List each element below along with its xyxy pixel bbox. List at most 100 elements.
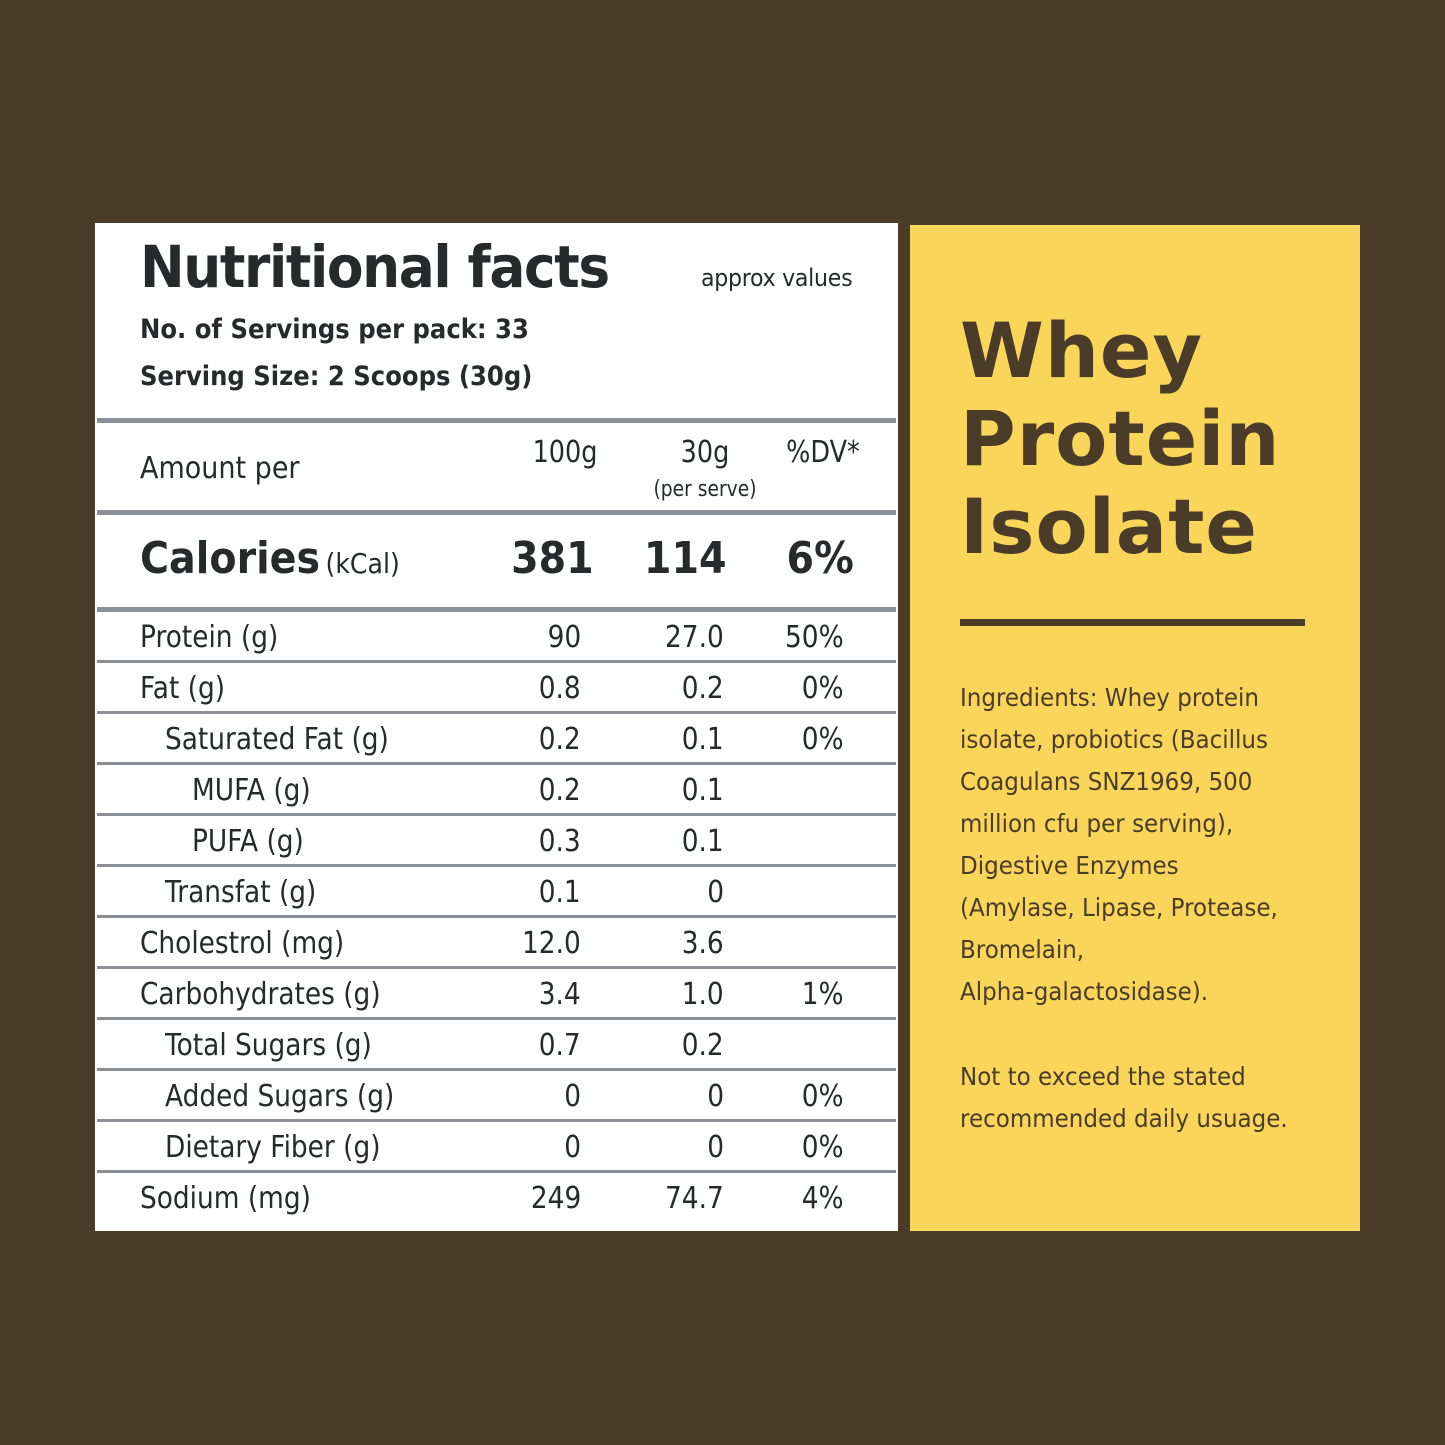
value-per-100g: 90	[547, 620, 581, 655]
ingredients-line: isolate, probiotics (Bacillus	[960, 725, 1268, 754]
ingredients-line: Bromelain,	[960, 935, 1085, 964]
ingredients-line: Digestive Enzymes	[960, 851, 1179, 880]
calories-dv: 6%	[786, 533, 854, 584]
table-row: Cholestrol (mg) 12.0 3.6	[95, 918, 898, 969]
value-per-100g: 3.4	[539, 977, 581, 1012]
ingredients-line: Ingredients: Whey protein	[960, 683, 1259, 712]
value-per-serve: 0.1	[682, 824, 724, 859]
nutrient-name: Carbohydrates (g)	[140, 977, 381, 1012]
row-divider	[97, 813, 896, 816]
serving-size: Serving Size: 2 Scoops (30g)	[140, 361, 533, 392]
value-per-100g: 12.0	[522, 926, 581, 961]
nutrient-name: Cholestrol (mg)	[140, 926, 345, 961]
table-row: Dietary Fiber (g) 0 0 0%	[95, 1122, 898, 1173]
table-row: MUFA (g) 0.2 0.1	[95, 765, 898, 816]
value-dv: 0%	[802, 1130, 844, 1165]
value-per-100g: 0.1	[539, 875, 581, 910]
title-row: Nutritional facts	[140, 233, 650, 301]
row-divider	[97, 1017, 896, 1020]
row-divider	[97, 1068, 896, 1071]
ingredients-line: (Amylase, Lipase, Protease,	[960, 893, 1278, 922]
table-row: Saturated Fat (g) 0.2 0.1 0%	[95, 714, 898, 765]
warning-line: Not to exceed the stated	[960, 1062, 1246, 1091]
warning-line: recommended daily usuage.	[960, 1104, 1288, 1133]
product-divider	[960, 619, 1305, 626]
product-title: Whey Protein Isolate	[960, 307, 1280, 571]
value-per-100g: 0.3	[539, 824, 581, 859]
product-title-line: Protein	[960, 394, 1281, 483]
row-divider	[97, 1119, 896, 1122]
row-divider	[97, 660, 896, 663]
approx-values-note: approx values	[701, 264, 853, 292]
divider-header	[97, 510, 896, 515]
value-dv: 50%	[785, 620, 844, 655]
table-row: Transfat (g) 0.1 0	[95, 867, 898, 918]
value-per-serve: 74.7	[665, 1181, 724, 1216]
nutrition-title: Nutritional facts	[140, 233, 610, 301]
nutrient-name: MUFA (g)	[192, 773, 311, 808]
nutrient-name: PUFA (g)	[192, 824, 304, 859]
divider-top	[97, 418, 896, 423]
row-divider	[97, 711, 896, 714]
calories-per-serve: 114	[643, 533, 727, 584]
row-divider	[97, 966, 896, 969]
nutrition-facts-panel: Nutritional facts approx values No. of S…	[95, 223, 898, 1231]
nutrient-rows: Protein (g) 90 27.0 50% Fat (g) 0.8 0.2 0% Satur…	[95, 612, 898, 1224]
value-per-100g: 0	[564, 1079, 581, 1114]
usage-warning: Not to exceed the stated recommended dai…	[960, 1056, 1340, 1140]
calories-label: Calories (kCal)	[140, 533, 400, 584]
ingredients-text: Ingredients: Whey protein isolate, probi…	[960, 677, 1340, 1013]
table-row: Fat (g) 0.8 0.2 0%	[95, 663, 898, 714]
nutrient-name: Dietary Fiber (g)	[165, 1130, 381, 1165]
servings-per-pack: No. of Servings per pack: 33	[140, 314, 529, 345]
nutrient-name: Sodium (mg)	[140, 1181, 311, 1216]
product-info-panel: Whey Protein Isolate Ingredients: Whey p…	[910, 225, 1360, 1231]
value-per-100g: 0	[564, 1130, 581, 1165]
column-header-dv: %DV*	[786, 435, 860, 470]
table-row: PUFA (g) 0.3 0.1	[95, 816, 898, 867]
row-divider	[97, 762, 896, 765]
amount-per-label: Amount per	[140, 451, 300, 486]
column-header-per-serve: (per serve)	[653, 477, 757, 502]
value-dv: 4%	[802, 1181, 844, 1216]
value-per-100g: 0.8	[539, 671, 581, 706]
column-header-100g: 100g	[532, 435, 598, 470]
value-per-serve: 0	[707, 875, 724, 910]
value-per-serve: 27.0	[665, 620, 724, 655]
nutrient-name: Total Sugars (g)	[165, 1028, 372, 1063]
nutrient-name: Fat (g)	[140, 671, 226, 706]
value-per-serve: 3.6	[682, 926, 724, 961]
value-per-serve: 0.2	[682, 671, 724, 706]
value-per-100g: 0.2	[539, 773, 581, 808]
value-dv: 0%	[802, 722, 844, 757]
value-per-serve: 1.0	[682, 977, 724, 1012]
nutrient-name: Added Sugars (g)	[165, 1079, 395, 1114]
ingredients-line: Coagulans SNZ1969, 500	[960, 767, 1253, 796]
table-row: Sodium (mg) 249 74.7 4%	[95, 1173, 898, 1224]
value-per-100g: 0.7	[539, 1028, 581, 1063]
nutrient-name: Transfat (g)	[165, 875, 317, 910]
row-divider	[97, 915, 896, 918]
divider-calories	[97, 607, 896, 612]
product-title-line: Whey	[960, 306, 1204, 395]
calories-per-100g: 381	[511, 533, 594, 584]
table-row: Carbohydrates (g) 3.4 1.0 1%	[95, 969, 898, 1020]
table-row: Protein (g) 90 27.0 50%	[95, 612, 898, 663]
table-header-row: Amount per 100g 30g (per serve) %DV*	[95, 425, 898, 513]
table-row: Total Sugars (g) 0.7 0.2	[95, 1020, 898, 1071]
row-divider	[97, 864, 896, 867]
value-per-serve: 0.2	[682, 1028, 724, 1063]
calories-title: Calories	[140, 533, 321, 584]
value-dv: 1%	[802, 977, 844, 1012]
nutrient-name: Protein (g)	[140, 620, 279, 655]
value-per-serve: 0	[707, 1130, 724, 1165]
value-per-serve: 0.1	[682, 773, 724, 808]
value-dv: 0%	[802, 1079, 844, 1114]
ingredients-line: million cfu per serving),	[960, 809, 1234, 838]
nutrient-name: Saturated Fat (g)	[165, 722, 389, 757]
value-per-serve: 0.1	[682, 722, 724, 757]
product-title-line: Isolate	[960, 482, 1258, 571]
calories-unit: (kCal)	[325, 547, 400, 580]
ingredients-line: Alpha-galactosidase).	[960, 977, 1209, 1006]
column-header-30g: 30g	[680, 435, 730, 470]
